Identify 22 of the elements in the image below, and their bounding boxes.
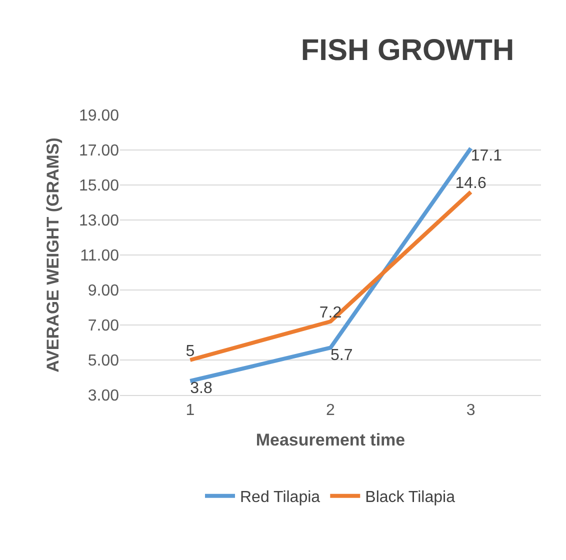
y-tick-label: 13.00 xyxy=(78,212,120,230)
x-tick-label: 1 xyxy=(186,402,195,420)
x-tick-label: 2 xyxy=(326,402,336,420)
data-label: 14.6 xyxy=(455,175,486,192)
legend-label: Red Tilapia xyxy=(240,489,320,506)
x-tick-label: 3 xyxy=(466,402,476,420)
legend-label: Black Tilapia xyxy=(365,489,456,506)
y-tick-label: 3.00 xyxy=(88,388,120,405)
y-axis-title: AVERAGE WEIGHT (GRAMS) xyxy=(44,138,63,372)
data-label: 5 xyxy=(186,343,195,360)
y-tick-label: 19.00 xyxy=(78,108,120,125)
y-tick-label: 11.00 xyxy=(80,248,120,265)
y-tick-label: 15.00 xyxy=(78,178,120,195)
y-tick-label: 9.00 xyxy=(88,282,120,300)
y-tick-label: 5.00 xyxy=(88,352,120,370)
chart-title: FISH GROWTH xyxy=(300,34,514,68)
data-label: 3.8 xyxy=(190,380,213,397)
x-axis-title: Measurement time xyxy=(256,430,406,450)
y-tick-label: 7.00 xyxy=(88,318,120,335)
data-label: 5.7 xyxy=(330,346,353,364)
data-label: 17.1 xyxy=(470,147,502,164)
y-tick-label: 17.00 xyxy=(78,142,120,160)
